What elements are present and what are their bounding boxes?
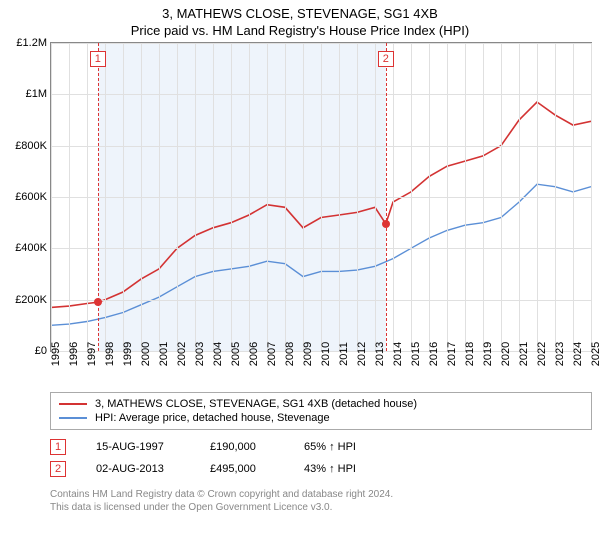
y-tick-label: £200K bbox=[15, 294, 51, 306]
x-tick-label: 2008 bbox=[284, 342, 296, 366]
dp-delta: 65% ↑ HPI bbox=[304, 441, 356, 453]
y-tick-label: £400K bbox=[15, 242, 51, 254]
x-tick-label: 1999 bbox=[122, 342, 134, 366]
x-tick-label: 2019 bbox=[482, 342, 494, 366]
dp-date: 15-AUG-1997 bbox=[96, 441, 186, 453]
y-tick-label: £800K bbox=[15, 140, 51, 152]
dp-price: £495,000 bbox=[210, 463, 280, 475]
marker-box: 1 bbox=[90, 51, 106, 67]
x-tick-label: 2016 bbox=[428, 342, 440, 366]
x-tick-label: 2004 bbox=[212, 342, 224, 366]
x-tick-label: 2020 bbox=[500, 342, 512, 366]
y-tick-label: £600K bbox=[15, 191, 51, 203]
footer-line: Contains HM Land Registry data © Crown c… bbox=[50, 488, 592, 501]
legend: 3, MATHEWS CLOSE, STEVENAGE, SG1 4XB (de… bbox=[50, 392, 592, 430]
x-tick-label: 2013 bbox=[374, 342, 386, 366]
plot-area: £0£200K£400K£600K£800K£1M£1.2M12 bbox=[50, 42, 592, 352]
x-tick-label: 2007 bbox=[266, 342, 278, 366]
x-tick-label: 2005 bbox=[230, 342, 242, 366]
x-tick-label: 2011 bbox=[338, 342, 350, 366]
x-tick-label: 2018 bbox=[464, 342, 476, 366]
chart-container: 3, MATHEWS CLOSE, STEVENAGE, SG1 4XB Pri… bbox=[0, 6, 600, 514]
data-table: 1 15-AUG-1997 £190,000 65% ↑ HPI 2 02-AU… bbox=[50, 436, 592, 480]
dp-date: 02-AUG-2013 bbox=[96, 463, 186, 475]
legend-label: HPI: Average price, detached house, Stev… bbox=[95, 412, 330, 424]
marker-dot bbox=[382, 220, 390, 228]
x-tick-label: 2002 bbox=[176, 342, 188, 366]
footer: Contains HM Land Registry data © Crown c… bbox=[50, 488, 592, 514]
x-tick-label: 2017 bbox=[446, 342, 458, 366]
x-tick-label: 1998 bbox=[104, 342, 116, 366]
dp-delta: 43% ↑ HPI bbox=[304, 463, 356, 475]
x-tick-label: 2015 bbox=[410, 342, 422, 366]
x-tick-label: 1997 bbox=[86, 342, 98, 366]
x-tick-label: 2000 bbox=[140, 342, 152, 366]
chart-subtitle: Price paid vs. HM Land Registry's House … bbox=[0, 23, 600, 38]
marker-ref: 1 bbox=[50, 439, 66, 455]
chart-title: 3, MATHEWS CLOSE, STEVENAGE, SG1 4XB bbox=[0, 6, 600, 21]
x-tick-label: 1995 bbox=[50, 342, 62, 366]
y-tick-label: £0 bbox=[35, 345, 51, 357]
legend-swatch bbox=[59, 403, 87, 405]
legend-item: HPI: Average price, detached house, Stev… bbox=[59, 411, 583, 425]
table-row: 1 15-AUG-1997 £190,000 65% ↑ HPI bbox=[50, 436, 592, 458]
legend-item: 3, MATHEWS CLOSE, STEVENAGE, SG1 4XB (de… bbox=[59, 397, 583, 411]
x-tick-label: 2024 bbox=[572, 342, 584, 366]
x-tick-label: 2001 bbox=[158, 342, 170, 366]
x-tick-label: 2025 bbox=[590, 342, 600, 366]
x-tick-label: 2023 bbox=[554, 342, 566, 366]
marker-dot bbox=[94, 298, 102, 306]
x-axis-labels: 1995199619971998199920002001200220032004… bbox=[50, 352, 592, 390]
x-tick-label: 2022 bbox=[536, 342, 548, 366]
x-tick-label: 1996 bbox=[68, 342, 80, 366]
legend-label: 3, MATHEWS CLOSE, STEVENAGE, SG1 4XB (de… bbox=[95, 398, 417, 410]
x-tick-label: 2006 bbox=[248, 342, 260, 366]
marker-box: 2 bbox=[378, 51, 394, 67]
x-tick-label: 2012 bbox=[356, 342, 368, 366]
x-tick-label: 2009 bbox=[302, 342, 314, 366]
y-tick-label: £1M bbox=[26, 88, 51, 100]
x-tick-label: 2010 bbox=[320, 342, 332, 366]
x-tick-label: 2003 bbox=[194, 342, 206, 366]
footer-line: This data is licensed under the Open Gov… bbox=[50, 501, 592, 514]
table-row: 2 02-AUG-2013 £495,000 43% ↑ HPI bbox=[50, 458, 592, 480]
x-tick-label: 2021 bbox=[518, 342, 530, 366]
dp-price: £190,000 bbox=[210, 441, 280, 453]
y-tick-label: £1.2M bbox=[16, 37, 51, 49]
x-tick-label: 2014 bbox=[392, 342, 404, 366]
marker-ref: 2 bbox=[50, 461, 66, 477]
legend-swatch bbox=[59, 417, 87, 419]
